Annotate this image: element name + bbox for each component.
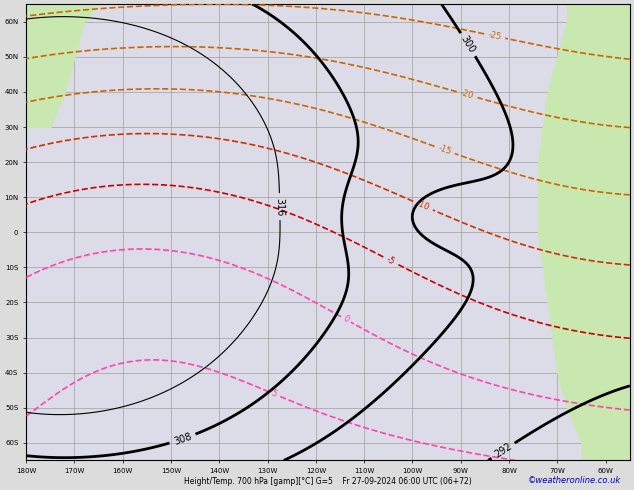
Text: 308: 308 [172,431,193,446]
X-axis label: Height/Temp. 700 hPa [gamp][°C] G=5    Fr 27-09-2024 06:00 UTC (06+72): Height/Temp. 700 hPa [gamp][°C] G=5 Fr 2… [184,477,472,486]
Text: -20: -20 [460,89,475,101]
Text: ©weatheronline.co.uk: ©weatheronline.co.uk [528,476,621,485]
Text: -15: -15 [437,144,453,156]
Text: 316: 316 [275,197,285,216]
Text: 0: 0 [341,314,351,325]
Text: -25: -25 [487,30,502,42]
Text: 5: 5 [270,389,278,399]
Text: 292: 292 [493,441,514,460]
Text: 300: 300 [459,34,477,55]
Text: -5: -5 [384,254,396,266]
Text: -10: -10 [415,199,431,213]
